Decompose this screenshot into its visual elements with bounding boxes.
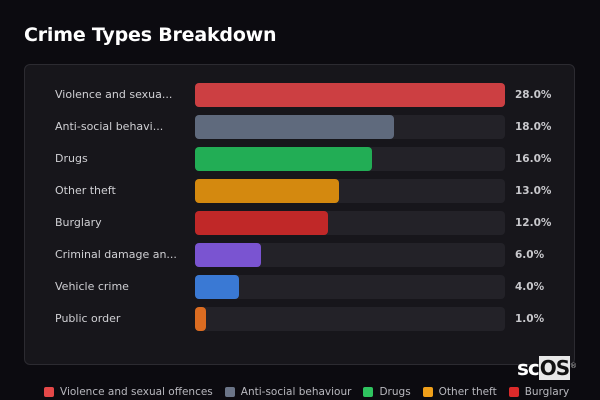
bar-label: Other theft — [55, 184, 116, 197]
bar-label: Violence and sexua... — [55, 88, 173, 101]
bar-fill[interactable] — [195, 179, 339, 203]
bar-track — [195, 83, 505, 107]
logo-suffix: OS — [538, 356, 570, 380]
bar-label: Criminal damage an... — [55, 248, 177, 261]
bar-row[interactable]: Vehicle crime 4.0% — [25, 275, 574, 299]
bar-fill[interactable] — [195, 307, 207, 331]
bar-fill[interactable] — [195, 115, 395, 139]
bar-value: 13.0% — [515, 185, 552, 197]
bar-label: Drugs — [55, 152, 88, 165]
bar-track — [195, 147, 505, 171]
bar-value: 12.0% — [515, 217, 552, 229]
bar-value: 4.0% — [515, 281, 545, 293]
bar-row[interactable]: Violence and sexua... 28.0% — [25, 83, 574, 107]
legend-swatch-icon — [44, 387, 54, 397]
bar-label: Public order — [55, 312, 121, 325]
bar-row[interactable]: Anti-social behavi... 18.0% — [25, 115, 574, 139]
chart-title: Crime Types Breakdown — [24, 24, 277, 46]
legend-item[interactable]: Drugs — [363, 386, 411, 398]
legend-label: Drugs — [379, 386, 411, 398]
bar-fill[interactable] — [195, 243, 262, 267]
logo-prefix: sc — [517, 356, 540, 380]
bar-track — [195, 211, 505, 235]
bar-value: 6.0% — [515, 249, 545, 261]
legend-swatch-icon — [508, 387, 519, 397]
legend-label: Violence and sexual offences — [60, 386, 213, 398]
bar-track — [195, 275, 505, 299]
legend-item[interactable]: Violence and sexual offences — [44, 386, 213, 398]
bar-value: 18.0% — [515, 121, 552, 133]
bar-row[interactable]: Criminal damage an... 6.0% — [25, 243, 574, 267]
bar-fill[interactable] — [195, 275, 240, 299]
legend-swatch-icon — [224, 387, 235, 397]
bar-value: 1.0% — [515, 313, 545, 325]
chart-panel: Violence and sexua... 28.0% Anti-social be… — [24, 64, 575, 365]
bar-row[interactable]: Public order 1.0% — [25, 307, 574, 331]
bar-label: Anti-social behavi... — [55, 120, 164, 133]
bar-row[interactable]: Other theft 13.0% — [25, 179, 574, 203]
legend-label: Other theft — [438, 386, 497, 398]
bar-row[interactable]: Drugs 16.0% — [25, 147, 574, 171]
legend-label: Burglary — [524, 386, 570, 398]
bar-track — [195, 243, 505, 267]
legend-swatch-icon — [422, 387, 433, 397]
legend-label: Anti-social behaviour — [240, 386, 352, 398]
scos-logo: scOS ® — [517, 356, 577, 380]
bar-track — [195, 307, 505, 331]
legend-item[interactable]: Burglary — [508, 386, 570, 398]
legend-item[interactable]: Other theft — [422, 386, 497, 398]
bar-value: 28.0% — [515, 89, 552, 101]
chart-legend: Violence and sexual offences Anti-social … — [44, 386, 569, 398]
bar-track — [195, 115, 505, 139]
bar-row[interactable]: Burglary 12.0% — [25, 211, 574, 235]
bar-label: Burglary — [55, 216, 102, 229]
legend-item[interactable]: Anti-social behaviour — [224, 386, 352, 398]
bar-fill[interactable] — [195, 147, 373, 171]
bar-label: Vehicle crime — [55, 280, 129, 293]
bar-track — [195, 179, 505, 203]
bar-fill[interactable] — [195, 211, 328, 235]
legend-swatch-icon — [363, 387, 374, 397]
bar-value: 16.0% — [515, 153, 552, 165]
registered-mark-icon: ® — [570, 362, 577, 370]
bar-fill[interactable] — [195, 83, 505, 107]
